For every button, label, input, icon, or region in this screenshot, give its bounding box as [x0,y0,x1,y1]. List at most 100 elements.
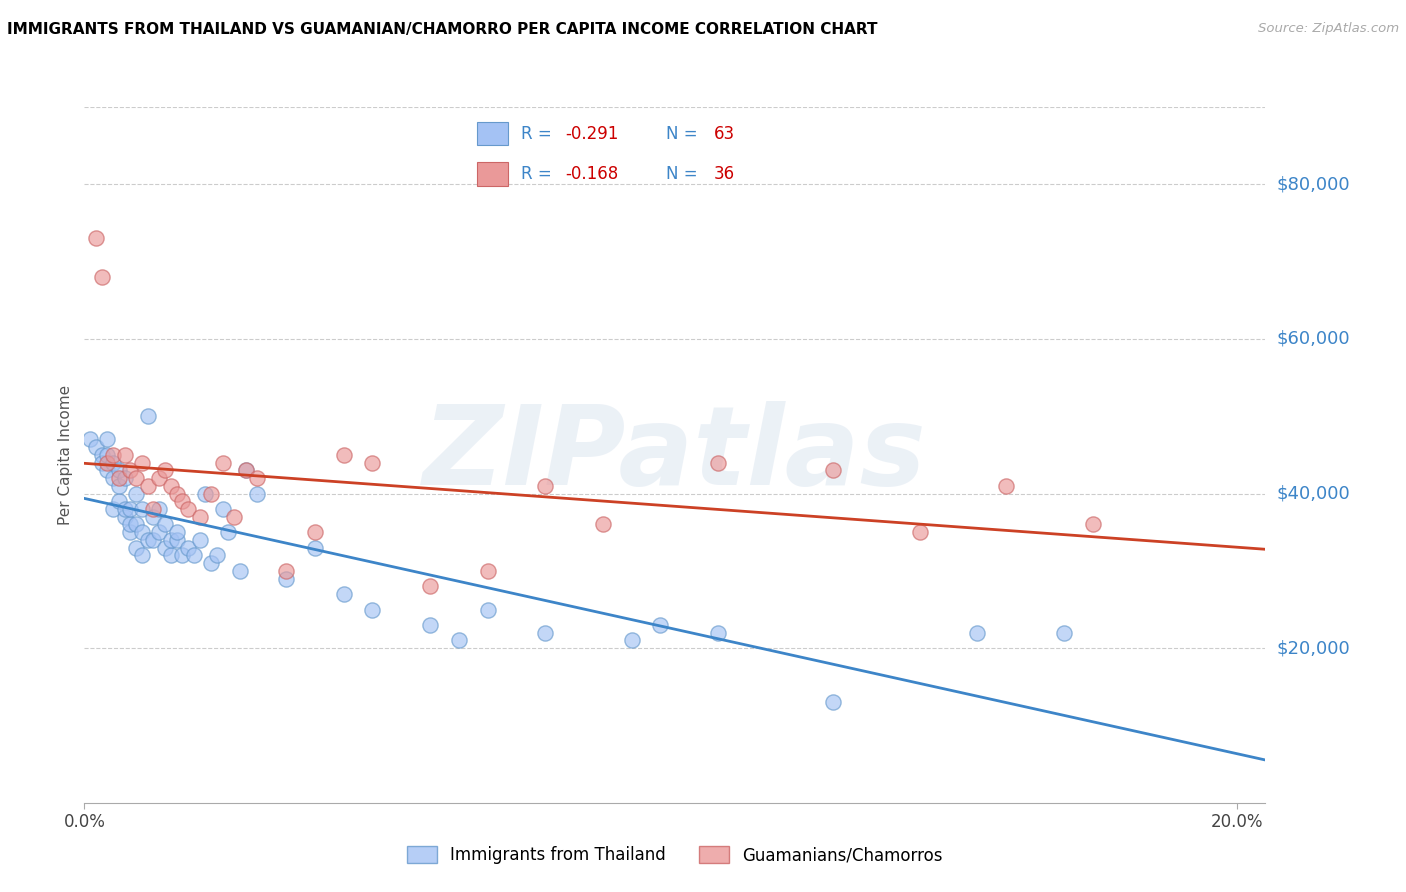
Text: $20,000: $20,000 [1277,640,1350,657]
Point [125,486,148,500]
Point [447,633,470,648]
Point [153,517,176,532]
Point [131,502,153,516]
Point [304,541,326,555]
Point [361,602,384,616]
Point [1081,517,1104,532]
Text: R =: R = [522,125,557,143]
Point [534,625,557,640]
Point [120,525,142,540]
Point [235,463,257,477]
Text: N =: N = [666,165,703,183]
Text: IMMIGRANTS FROM THAILAND VS GUAMANIAN/CHAMORRO PER CAPITA INCOME CORRELATION CHA: IMMIGRANTS FROM THAILAND VS GUAMANIAN/CH… [7,22,877,37]
Point [131,456,153,470]
Point [166,525,188,540]
Point [823,695,845,709]
Point [274,572,297,586]
Point [177,541,200,555]
Point [114,502,136,516]
Point [125,471,148,485]
Point [361,456,384,470]
Point [96,448,118,462]
Point [224,509,246,524]
Point [101,471,124,485]
Point [79,433,101,447]
Point [620,633,643,648]
Point [166,486,188,500]
Point [114,471,136,485]
Point [194,486,217,500]
Point [188,509,211,524]
Point [101,456,124,470]
Point [332,587,354,601]
Point [136,533,159,547]
Point [707,456,730,470]
Point [120,463,142,477]
Text: R =: R = [522,165,557,183]
Point [90,448,112,462]
Point [304,525,326,540]
Bar [478,121,508,145]
Point [211,502,233,516]
Point [592,517,614,532]
Point [96,463,118,477]
Point [177,502,200,516]
Text: Source: ZipAtlas.com: Source: ZipAtlas.com [1258,22,1399,36]
Point [136,479,159,493]
Point [332,448,354,462]
Point [96,456,118,470]
Point [246,471,269,485]
Text: $80,000: $80,000 [1277,176,1350,194]
Point [84,231,107,245]
Point [235,463,257,477]
Point [125,541,148,555]
Point [101,448,124,462]
Point [148,525,170,540]
Point [534,479,557,493]
Point [229,564,252,578]
Point [84,440,107,454]
Point [966,625,988,640]
Point [200,486,222,500]
Legend: Immigrants from Thailand, Guamanians/Chamorros: Immigrants from Thailand, Guamanians/Cha… [401,839,949,871]
Point [153,541,176,555]
Point [419,579,441,593]
Point [148,471,170,485]
Point [120,502,142,516]
Point [217,525,239,540]
Point [90,270,112,285]
Text: N =: N = [666,125,703,143]
Text: 63: 63 [714,125,735,143]
Point [159,479,181,493]
Point [246,486,269,500]
Point [172,549,194,563]
Text: 36: 36 [714,165,735,183]
Point [114,448,136,462]
Point [908,525,931,540]
Point [90,456,112,470]
Point [477,602,499,616]
Point [419,618,441,632]
Point [148,502,170,516]
Y-axis label: Per Capita Income: Per Capita Income [58,384,73,525]
Point [101,502,124,516]
Point [142,502,165,516]
Bar [478,162,508,186]
Point [707,625,730,640]
Point [995,479,1018,493]
Point [200,556,222,570]
Text: -0.291: -0.291 [565,125,619,143]
Point [205,549,228,563]
Text: $60,000: $60,000 [1277,330,1350,348]
Text: ZIPatlas: ZIPatlas [423,401,927,508]
Point [108,494,131,508]
Point [136,409,159,424]
Point [1053,625,1076,640]
Point [142,533,165,547]
Point [650,618,672,632]
Point [96,433,118,447]
Point [183,549,205,563]
Point [477,564,499,578]
Point [108,471,131,485]
Point [131,525,153,540]
